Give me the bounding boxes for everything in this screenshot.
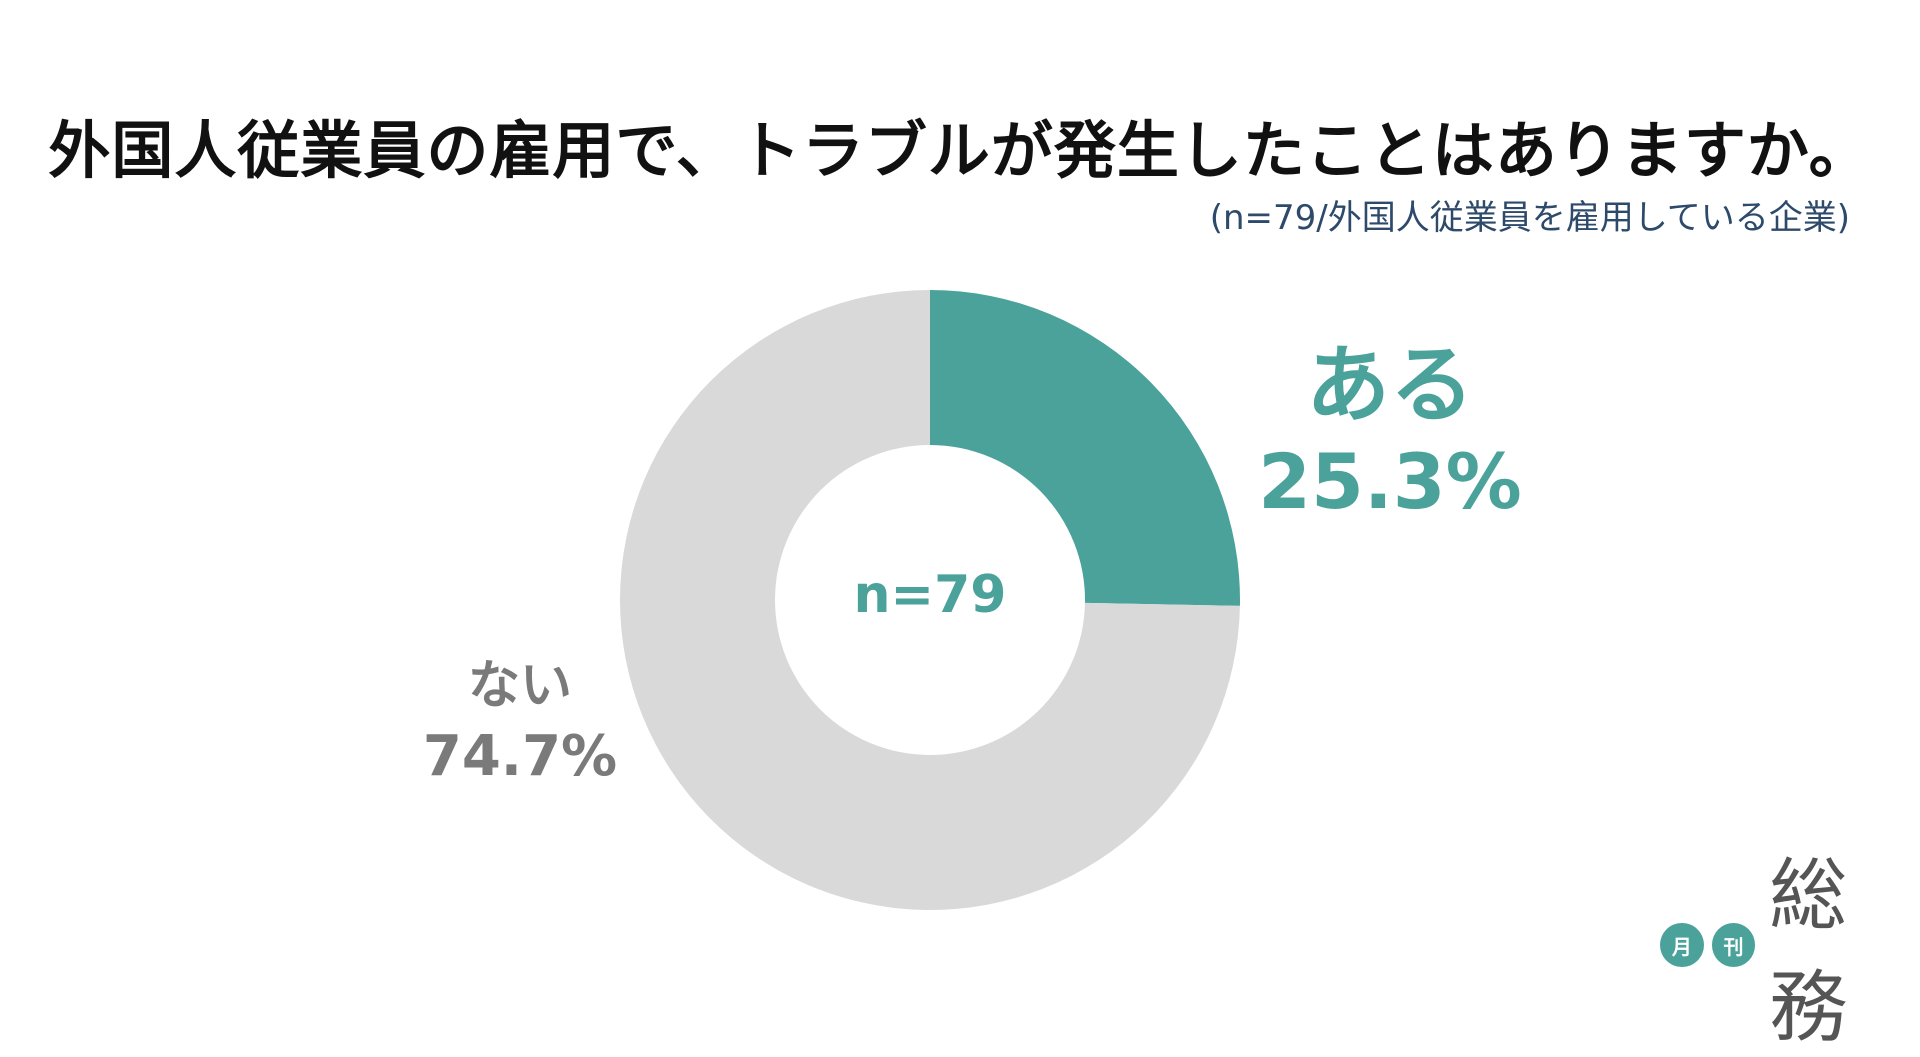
logo-badge-kan: 刊 <box>1711 923 1756 967</box>
slice-label-aru-percent: 25.3% <box>1258 436 1522 526</box>
page-title: 外国人従業員の雇用で、トラブルが発生したことはありますか。 <box>48 114 1872 187</box>
center-label: n=79 <box>853 565 1007 625</box>
donut-chart <box>620 290 1240 910</box>
sample-note: (n=79/外国人従業員を雇用している企業) <box>1209 198 1850 238</box>
slice-label-nai-category: ない <box>467 656 572 716</box>
donut-slice-nai <box>620 290 1240 910</box>
slice-label-nai-percent: 74.7% <box>422 724 618 790</box>
slice-label-nai: ない 74.7% <box>400 655 640 791</box>
slice-label-aru-category: ある <box>1305 336 1474 434</box>
donut-slice-aru <box>930 290 1240 606</box>
logo-badge-tsuki: 月 <box>1660 923 1704 967</box>
slice-label-aru: ある 25.3% <box>1240 335 1540 527</box>
publisher-logo: 月 刊 総務 <box>1660 851 1920 1053</box>
logo-wordmark: 総務 <box>1769 851 1847 1053</box>
